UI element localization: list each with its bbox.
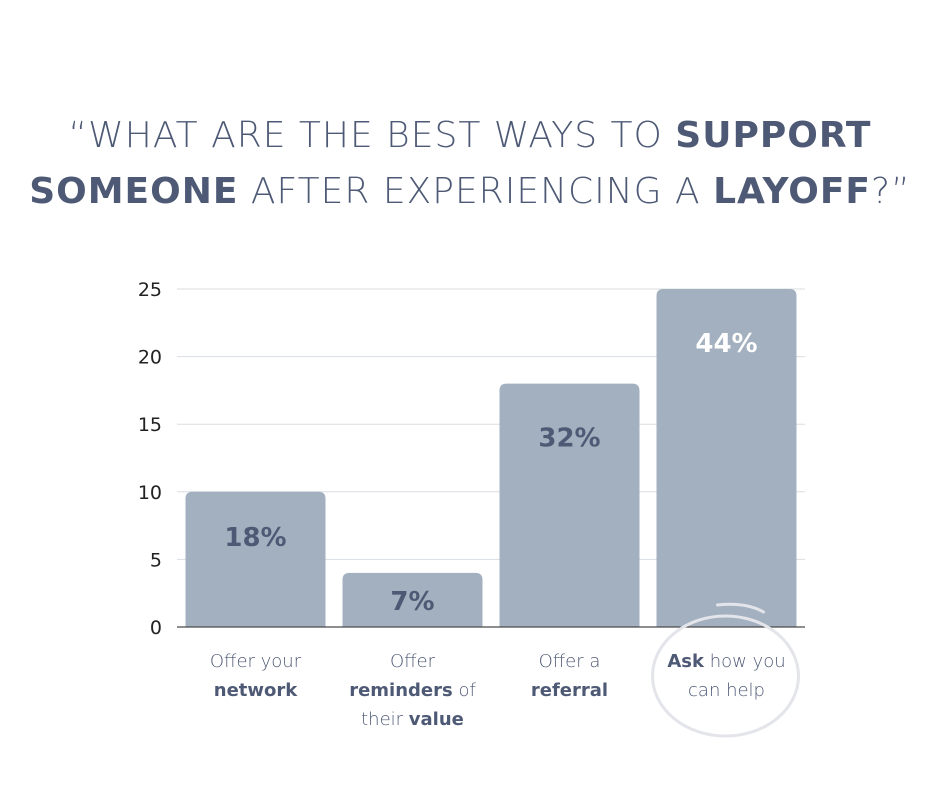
bar (656, 289, 797, 627)
bar (185, 491, 326, 627)
title-text: “WHAT ARE THE BEST WAYS TO (68, 115, 676, 156)
title-emphasis: SUPPORT (675, 115, 872, 156)
data-label: 7% (390, 587, 434, 617)
category-label-emphasis: referral (530, 680, 609, 701)
category-label-text: how you (703, 651, 786, 672)
title-text: ?” (871, 171, 911, 212)
category-label-emphasis: network (213, 680, 298, 701)
category-label-text: Offer (389, 651, 436, 672)
chart-title: “WHAT ARE THE BEST WAYS TO SUPPORT SOMEO… (0, 108, 940, 220)
y-tick-label: 25 (138, 279, 162, 301)
data-label: 32% (538, 424, 600, 454)
bar (342, 572, 483, 627)
category-label-text: can help (688, 680, 765, 701)
category-label: Ask how you can help (647, 647, 807, 705)
category-label-text: Offer a (538, 651, 601, 672)
category-label-text: their (361, 709, 409, 730)
category-label-emphasis: reminders (349, 680, 453, 701)
y-tick-label: 5 (150, 549, 162, 571)
title-emphasis: LAYOFF (713, 171, 872, 212)
title-line-1: “WHAT ARE THE BEST WAYS TO SUPPORT (0, 108, 940, 164)
category-label: Offer a referral (490, 647, 650, 705)
category-label-emphasis: Ask (667, 651, 704, 672)
bar (499, 383, 640, 627)
category-label-text: of (452, 680, 476, 701)
y-tick-label: 20 (138, 347, 162, 369)
data-label: 44% (695, 329, 757, 359)
category-label-text: Offer your (209, 651, 302, 672)
highlight-stroke (716, 602, 765, 614)
highlight-circle (651, 614, 800, 738)
category-label: Offer reminders of their value (333, 647, 493, 734)
category-label: Offer your network (176, 647, 336, 705)
title-emphasis: SOMEONE (29, 171, 239, 212)
title-text: AFTER EXPERIENCING A (238, 171, 714, 212)
title-line-2: SOMEONE AFTER EXPERIENCING A LAYOFF?” (0, 164, 940, 220)
category-label-emphasis: value (408, 709, 464, 730)
y-tick-label: 10 (138, 482, 162, 504)
data-label: 18% (224, 523, 286, 553)
y-tick-label: 0 (150, 617, 162, 639)
y-tick-label: 15 (138, 414, 162, 436)
